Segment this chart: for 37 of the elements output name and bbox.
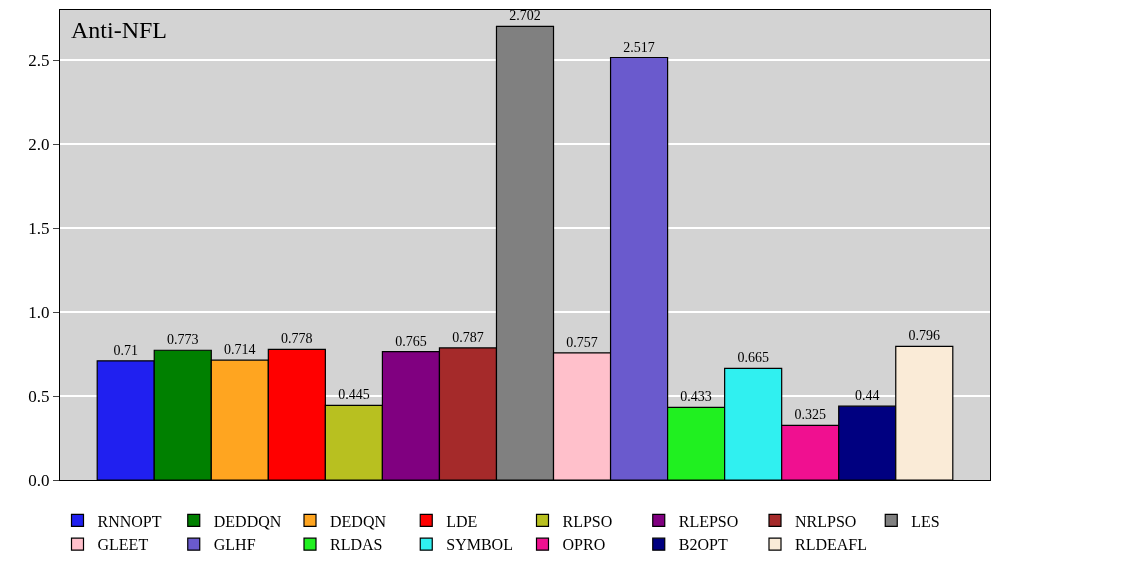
data-label: 0.796 bbox=[908, 328, 941, 344]
legend-label: GLHF bbox=[213, 536, 256, 554]
data-label: 0.757 bbox=[566, 334, 598, 350]
data-label: 2.517 bbox=[623, 39, 655, 55]
legend-label: RLPSO bbox=[562, 512, 613, 530]
y-tick-label: 2.5 bbox=[28, 51, 50, 71]
legend-label: SYMBOL bbox=[446, 536, 513, 554]
legend-label: RLEPSO bbox=[678, 512, 739, 530]
data-label: 0.773 bbox=[167, 332, 199, 348]
legend-label: OPRO bbox=[562, 536, 606, 554]
chart-title: Anti-NFL bbox=[71, 17, 167, 43]
y-tick-label: 2.0 bbox=[28, 135, 50, 155]
data-label: 0.787 bbox=[452, 329, 484, 345]
data-label: 0.433 bbox=[680, 389, 712, 405]
data-label: 0.778 bbox=[281, 331, 313, 347]
data-label: 0.765 bbox=[395, 333, 427, 349]
data-label: 0.44 bbox=[854, 388, 880, 404]
legend-label: GLEET bbox=[97, 536, 149, 554]
legend-label: DEDDQN bbox=[213, 512, 282, 530]
legend-label: RLDAS bbox=[330, 536, 383, 554]
y-tick-label: 1.0 bbox=[28, 303, 50, 323]
legend-label: B2OPT bbox=[678, 536, 728, 554]
data-label: 0.71 bbox=[113, 342, 138, 358]
data-label: 0.445 bbox=[338, 387, 370, 403]
legend-label: RNNOPT bbox=[97, 512, 162, 530]
data-label: 0.665 bbox=[737, 350, 769, 366]
legend-label: RLDEAFL bbox=[795, 536, 867, 554]
data-label: 0.325 bbox=[794, 407, 826, 423]
y-tick-label: 0.0 bbox=[28, 470, 50, 490]
legend-label: DEDQN bbox=[330, 512, 387, 530]
y-tick-label: 1.5 bbox=[28, 219, 50, 239]
data-label: 2.702 bbox=[509, 8, 541, 24]
legend-label: LES bbox=[911, 512, 940, 530]
legend-label: NRLPSO bbox=[795, 512, 857, 530]
data-label: 0.714 bbox=[224, 342, 256, 358]
y-tick-label: 0.5 bbox=[28, 387, 50, 407]
legend-label: LDE bbox=[446, 512, 478, 530]
